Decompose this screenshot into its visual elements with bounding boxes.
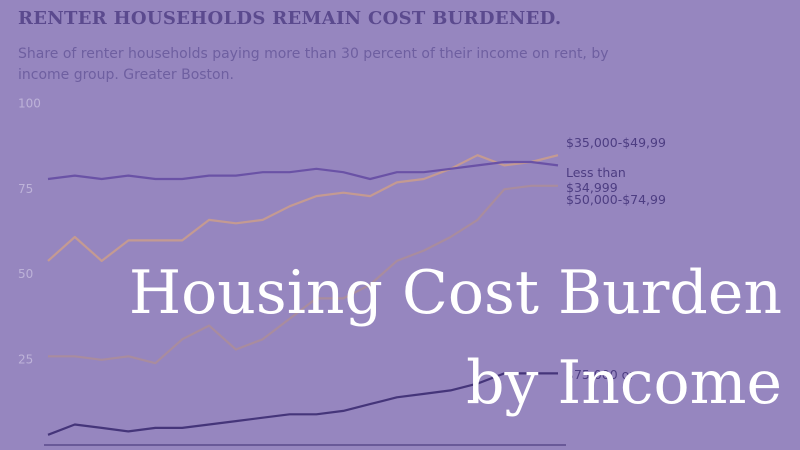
legend-label: Less than $34,999 — [566, 165, 626, 196]
series-line — [48, 184, 558, 365]
y-tick-label: 75 — [18, 182, 33, 196]
y-tick-label: 25 — [18, 352, 33, 366]
legend-label: $35,000-$49,99 — [566, 135, 666, 151]
y-tick-label: 100 — [18, 97, 41, 111]
chart-title: RENTER HOUSEHOLDS REMAIN COST BURDENED. — [18, 8, 562, 29]
legend-label: $50,000-$74,99 — [566, 191, 666, 207]
legend-label: $75,000 or — [566, 367, 635, 383]
series-line — [47, 160, 559, 181]
series-line — [47, 154, 559, 262]
chart-subtitle: Share of renter households paying more t… — [18, 46, 609, 83]
hero-title: Housing Cost Burden — [128, 258, 782, 328]
hero-title: by Income — [466, 348, 782, 418]
y-tick-label: 50 — [18, 267, 33, 281]
series-line — [47, 372, 558, 436]
